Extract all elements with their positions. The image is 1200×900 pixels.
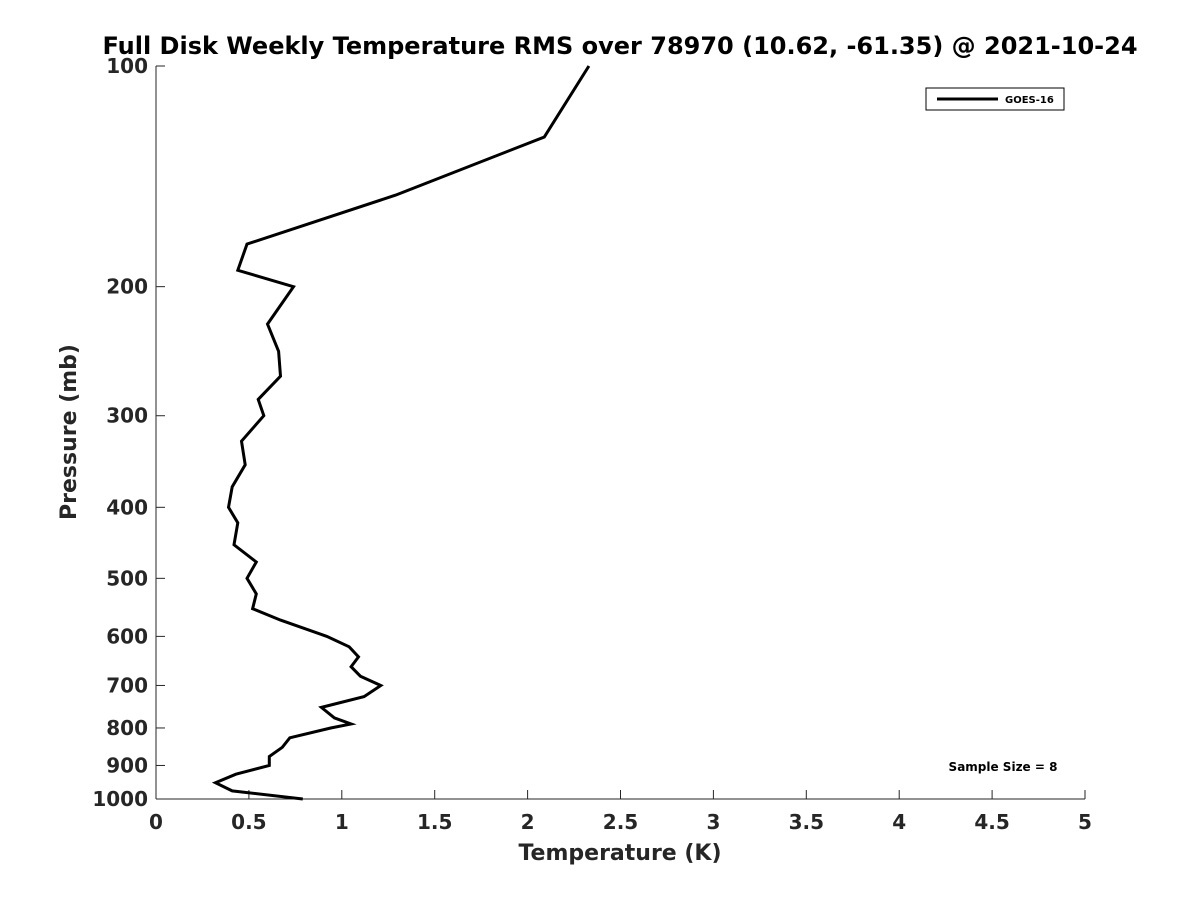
x-tick-label: 5 bbox=[1078, 810, 1092, 834]
x-tick-label: 3.5 bbox=[789, 810, 824, 834]
legend: GOES-16 bbox=[925, 87, 1065, 111]
x-tick-label: 3 bbox=[706, 810, 720, 834]
sample-size-annotation: Sample Size = 8 bbox=[949, 760, 1058, 774]
y-tick-label: 200 bbox=[106, 275, 148, 299]
y-axis-label: Pressure (mb) bbox=[57, 344, 82, 520]
x-axis-ticks: 0 0.5 1 1.5 2 2.5 3 3.5 4 4.5 5 bbox=[149, 790, 1092, 834]
chart-title: Full Disk Weekly Temperature RMS over 78… bbox=[102, 32, 1137, 60]
y-tick-label: 900 bbox=[106, 753, 148, 777]
x-tick-label: 2.5 bbox=[603, 810, 638, 834]
y-tick-label: 100 bbox=[106, 54, 148, 78]
y-tick-label: 300 bbox=[106, 404, 148, 428]
y-tick-label: 1000 bbox=[92, 787, 148, 811]
plot-area bbox=[156, 66, 1085, 799]
y-tick-label: 400 bbox=[106, 495, 148, 519]
legend-label-goes-16: GOES-16 bbox=[1005, 95, 1054, 106]
x-tick-label: 1 bbox=[335, 810, 349, 834]
x-tick-label: 0 bbox=[149, 810, 163, 834]
x-tick-label: 4.5 bbox=[974, 810, 1009, 834]
series-line-goes-16 bbox=[211, 65, 591, 801]
x-axis-label: Temperature (K) bbox=[518, 841, 721, 866]
series-layer bbox=[211, 65, 591, 801]
y-tick-label: 700 bbox=[106, 673, 148, 697]
x-tick-label: 1.5 bbox=[417, 810, 452, 834]
x-tick-label: 0.5 bbox=[231, 810, 266, 834]
y-tick-label: 800 bbox=[106, 716, 148, 740]
y-tick-label: 500 bbox=[106, 566, 148, 590]
y-axis-ticks: 100 200 300 400 500 600 700 800 900 1000 bbox=[92, 54, 165, 811]
x-tick-label: 2 bbox=[521, 810, 535, 834]
y-tick-label: 600 bbox=[106, 624, 148, 648]
x-tick-label: 4 bbox=[892, 810, 906, 834]
